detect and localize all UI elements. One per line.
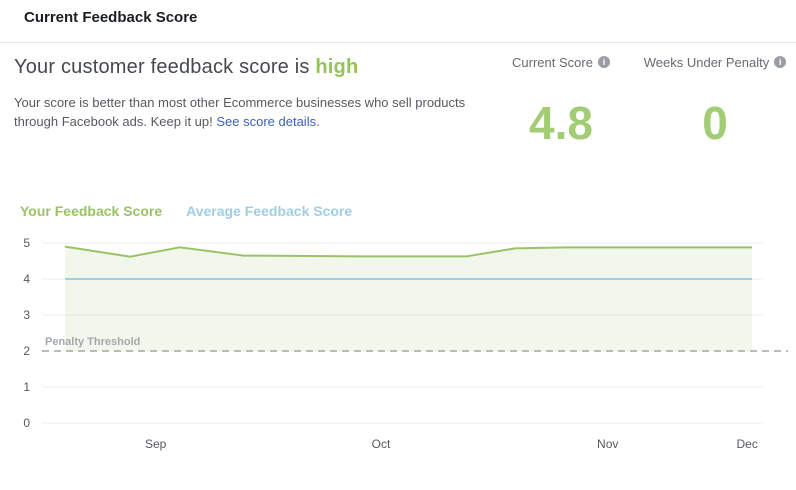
y-tick-label: 0 <box>23 416 30 430</box>
feedback-chart-svg: 0 1 2 3 4 5 Penalty Threshold Sep Oct Nov Dec <box>23 236 788 451</box>
stat-current-score-label: Current Score <box>512 55 593 70</box>
x-tick-label: Nov <box>597 437 618 451</box>
info-icon[interactable] <box>774 56 787 68</box>
penalty-threshold-label: Penalty Threshold <box>45 336 140 348</box>
chart-legend: Your Feedback Score Average Feedback Sco… <box>20 203 352 219</box>
current-score-value: 4.8 <box>529 97 593 149</box>
weeks-under-penalty-value: 0 <box>702 97 728 149</box>
y-tick-label: 4 <box>23 272 30 286</box>
x-tick-label: Dec <box>737 437 758 451</box>
stats-row: Current Score 4.8 Weeks Under Penalty 0 <box>488 55 788 146</box>
y-tick-label: 1 <box>23 380 30 394</box>
x-tick-label: Oct <box>372 437 391 451</box>
description-period: . <box>316 114 320 129</box>
stat-weeks-under-penalty-label: Weeks Under Penalty <box>643 55 770 70</box>
headline-text: Your customer feedback score is <box>14 56 316 78</box>
score-headline: Your customer feedback score is high <box>14 56 358 79</box>
info-icon[interactable] <box>597 56 610 68</box>
stat-current-score: Current Score 4.8 <box>488 55 634 146</box>
stat-weeks-under-penalty: Weeks Under Penalty 0 <box>642 55 788 146</box>
y-tick-label: 2 <box>23 344 30 358</box>
x-tick-label: Sep <box>145 437 167 451</box>
feedback-score-chart: 0 1 2 3 4 5 Penalty Threshold Sep Oct Nov Dec <box>0 230 796 480</box>
score-description: Your score is better than most other Eco… <box>14 93 496 131</box>
y-tick-label: 3 <box>23 308 30 322</box>
description-text: Your score is better than most other Eco… <box>14 95 466 129</box>
legend-your-feedback-score[interactable]: Your Feedback Score <box>20 203 163 219</box>
y-tick-label: 5 <box>23 236 30 250</box>
legend-average-feedback-score[interactable]: Average Feedback Score <box>186 203 353 219</box>
stat-current-score-label-row: Current Score <box>512 55 610 95</box>
your-feedback-score-area <box>65 246 752 351</box>
series-line-your-feedback-score <box>64 245 752 258</box>
header-divider <box>0 42 796 43</box>
score-status: high <box>315 56 359 78</box>
see-score-details-link[interactable]: See score details <box>216 114 317 129</box>
page-title: Current Feedback Score <box>24 9 198 26</box>
stat-weeks-under-penalty-label-row: Weeks Under Penalty <box>644 55 787 95</box>
